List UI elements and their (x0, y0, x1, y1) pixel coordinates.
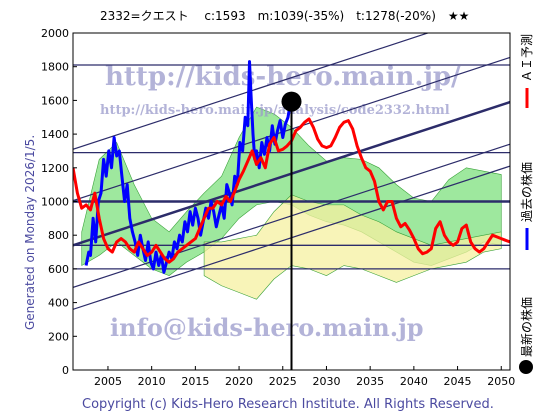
copyright-text: Copyright (c) Kids-Hero Research Institu… (82, 397, 494, 412)
legend-ai-label: ＡＩ予測 (520, 34, 534, 82)
y-tick-label: 1600 (41, 94, 69, 107)
marker-layer (281, 91, 302, 370)
y-tick-label: 1000 (41, 196, 69, 209)
legend-latest-label: 最新の株価 (519, 297, 534, 357)
y-axis: 0 200 400 600 800 1000 1200 1400 1600 1800 2000 (41, 27, 77, 377)
past-price-line (84, 60, 293, 274)
y-tick-label: 1800 (41, 61, 69, 74)
x-tick-label: 2035 (356, 375, 384, 388)
chart-title: 2332=クエスト c:1593 m:1039(-35%) t:1278(-20… (100, 9, 469, 23)
x-tick-label: 2015 (181, 375, 209, 388)
generated-label: Generated on Monday 2026/1/5. (23, 135, 37, 330)
x-tick-label: 2045 (444, 375, 472, 388)
latest-price-point (281, 91, 302, 112)
watermark-email: info@kids-hero.main.jp (110, 313, 424, 342)
x-tick-label: 2040 (400, 375, 428, 388)
legend-latest-marker (519, 360, 533, 374)
y-tick-label: 2000 (41, 27, 69, 40)
y-tick-label: 0 (62, 364, 69, 377)
y-tick-label: 800 (48, 229, 69, 242)
y-tick-label: 1400 (41, 128, 69, 141)
y-tick-label: 400 (48, 297, 69, 310)
x-tick-label: 2005 (94, 375, 122, 388)
x-tick-label: 2030 (312, 375, 340, 388)
y-tick-label: 1200 (41, 162, 69, 175)
watermark-url-analysis: http://kids-hero.main.jp/analysis/code23… (100, 103, 450, 118)
x-axis: 2005 2010 2015 2020 2025 2030 2035 2040 2045 2050 (94, 366, 515, 388)
x-tick-label: 2020 (225, 375, 253, 388)
x-tick-label: 2050 (487, 375, 515, 388)
y-tick-label: 600 (48, 263, 69, 276)
x-tick-label: 2025 (269, 375, 297, 388)
x-tick-label: 2010 (138, 375, 166, 388)
y-tick-label: 200 (48, 330, 69, 343)
watermark-layer: http://kids-hero.main.jp/ http://kids-he… (100, 62, 461, 342)
legend: ＡＩ予測 過去の株価 最新の株価 (519, 34, 534, 374)
legend-past-label: 過去の株価 (519, 162, 534, 222)
watermark-url-main: http://kids-hero.main.jp/ (105, 62, 461, 92)
trend-channel-line (73, 33, 430, 150)
